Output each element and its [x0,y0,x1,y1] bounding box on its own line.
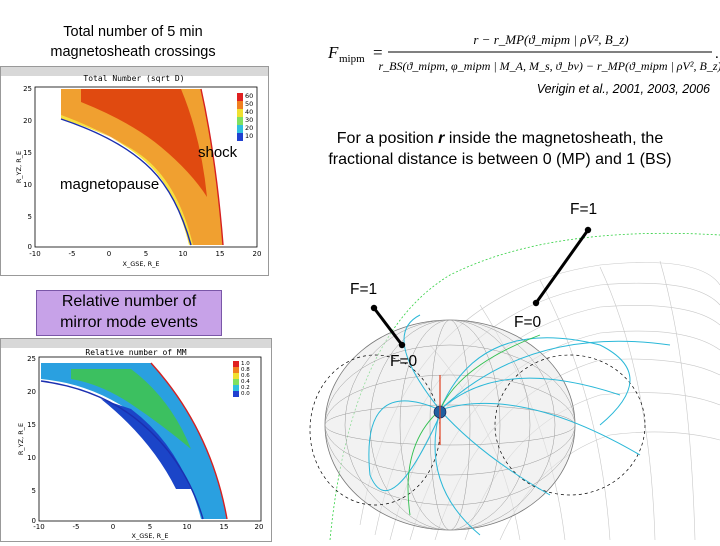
top-ytick-4: 10 [23,181,32,189]
bottom-sheath-blue [101,399,191,489]
f0-left-dot [398,341,406,349]
bottom-xtick-4: 5 [148,523,152,531]
top-plot-svg: Total Number (sqrt D) 60 50 40 30 20 10 … [1,67,268,275]
bottom-shock-curve [150,362,228,520]
shock-label: shock [198,144,238,161]
field-lines [368,314,671,536]
bottom-xtick-5: 10 [183,523,192,531]
mm-heading-line1: Relative number of [61,293,197,310]
bottom-plot-title: Relative number of MM [85,348,186,357]
description: For a position r inside the magnetosheat… [300,128,700,170]
top-cbar-tick-3: 40 [245,108,253,116]
top-cbar-tick-2: 50 [245,100,253,108]
bottom-ytick-5: 5 [32,487,36,495]
bottom-ytick-1: 25 [27,355,36,363]
bottom-plot-svg: Relative number of MM 1.0 0.8 0.6 0.4 0.… [1,339,271,541]
citation: Verigin et al., 2001, 2003, 2006 [536,82,710,96]
top-panel-heading: Total number of 5 min magnetosheath cros… [18,22,248,62]
magnetopause-label: magnetopause [60,176,160,193]
bottom-plot-frame [38,356,262,522]
top-cbar-tick-1: 60 [245,92,253,100]
top-cbar-tick-6: 10 [245,132,253,140]
magnetopause-surface [324,319,576,531]
top-plot-panel: Total Number (sqrt D) 60 50 40 30 20 10 … [0,66,269,276]
top-heading-line2: magnetosheath crossings [50,44,216,60]
bottom-sheath-green [71,369,191,449]
equation: F mipm = r − r_MP(ϑ_mipm | ρV², B_z) r_B… [326,24,720,82]
equation-denominator: r_BS(ϑ_mipm, φ_mipm | M_A, M_s, ϑ_bv) − … [379,59,720,73]
f1-upper-label: F=1 [570,201,598,218]
bottom-ytick-2: 20 [27,388,36,396]
top-xtick-7: 20 [253,250,262,258]
equation-numerator: r − r_MP(ϑ_mipm | ρV², B_z) [473,32,628,47]
top-heading-line1: Total number of 5 min [63,24,203,40]
description-pre: For a position [336,130,439,147]
description-r: r [438,130,445,147]
f1-left-label: F=1 [350,281,378,298]
equation-equals: = [373,43,383,62]
bottom-ytick-4: 10 [27,454,36,462]
magnetosphere-3d-figure [300,195,720,541]
top-xtick-2: -5 [69,250,76,258]
mm-heading-line2: mirror mode events [60,314,198,331]
equation-lhs-sub: mipm [339,53,365,65]
equation-period: . [715,46,719,62]
top-plot-title: Total Number (sqrt D) [83,74,184,83]
top-cbar-tick-4: 30 [245,116,253,124]
top-y-label: R_YZ, R_E [15,151,23,183]
magnetosphere-svg [309,226,720,541]
upper-f-line [534,229,590,304]
bottom-x-label: X_GSE, R_E [132,532,169,540]
bottom-xtick-2: -5 [73,523,80,531]
equation-lhs: F [327,43,339,62]
top-xtick-3: 0 [107,250,111,258]
top-cbar-tick-5: 20 [245,124,253,132]
top-ytick-2: 20 [23,117,32,125]
left-f-line [372,307,404,346]
f0-right-dot [532,299,540,307]
f0-left-label: F=0 [390,353,418,370]
bottom-cbar-tick-2: 0.8 [241,367,250,373]
bottom-cbar-tick-5: 0.2 [241,385,250,391]
bottom-xtick-1: -10 [33,523,44,531]
top-xtick-5: 10 [179,250,188,258]
top-sheath-core [81,89,207,197]
bottom-xtick-6: 15 [220,523,229,531]
top-x-label: X_GSE, R_E [123,260,160,268]
equation-svg: F mipm = r − r_MP(ϑ_mipm | ρV², B_z) r_B… [327,32,720,73]
top-ytick-1: 25 [23,85,32,93]
bottom-cbar-tick-1: 1.0 [241,361,250,367]
bottom-plot-panel: Relative number of MM 1.0 0.8 0.6 0.4 0.… [0,338,272,542]
description-post: inside the magnetosheath, the [444,130,664,147]
top-shock-curve [200,88,224,246]
bottom-xtick-3: 0 [111,523,115,531]
top-ytick-3: 15 [23,149,32,157]
bottom-mp-curve [40,380,204,520]
description-line1: For a position r inside the magnetosheat… [300,128,700,149]
bottom-ytick-6: 0 [32,517,36,525]
bottom-xtick-7: 20 [255,523,264,531]
bottom-cbar-tick-3: 0.6 [241,373,250,379]
description-line2: fractional distance is between 0 (MP) an… [328,151,672,168]
bottom-y-label: R_YZ, R_E [17,423,25,455]
bottom-cbar-tick-4: 0.4 [241,379,250,385]
top-ytick-5: 5 [28,213,32,221]
dashed-circle-right [494,354,646,496]
mirror-mode-label-box: Relative number of mirror mode events [36,290,222,336]
top-xtick-4: 5 [144,250,148,258]
top-ytick-6: 0 [28,243,32,251]
bottom-ytick-3: 15 [27,421,36,429]
top-mp-curve [60,118,192,246]
bottom-cbar-tick-6: 0.0 [241,391,250,397]
f0-right-label: F=0 [514,314,542,331]
top-plot-frame [34,86,258,248]
top-xtick-6: 15 [216,250,225,258]
top-xtick-1: -10 [29,250,40,258]
